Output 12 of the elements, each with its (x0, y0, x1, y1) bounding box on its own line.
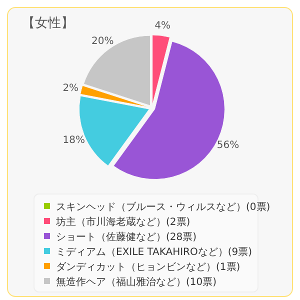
data-label: 20% (92, 36, 114, 48)
legend-label: ミディアム（EXILE TAKAHIROなど）(9票) (56, 247, 252, 258)
data-label: 2% (62, 83, 79, 94)
data-label: 4% (154, 20, 170, 32)
legend-label: 無造作ヘア（福山雅治など）(10票) (56, 276, 217, 288)
data-label: 56% (216, 140, 240, 151)
legend-label: 坊主（市川海老蔵など）(2票) (55, 216, 190, 228)
legend-label: ダンディカット（ヒョンビンなど）(1票) (56, 261, 240, 273)
data-label: 18% (62, 134, 86, 146)
legend-label: ショート（佐藤健など）(28票) (56, 231, 197, 243)
legend-label: スキンヘッド（ブルース・ウィルスなど）(0票) (56, 201, 270, 213)
chart-title: 【女性】 (22, 16, 74, 31)
